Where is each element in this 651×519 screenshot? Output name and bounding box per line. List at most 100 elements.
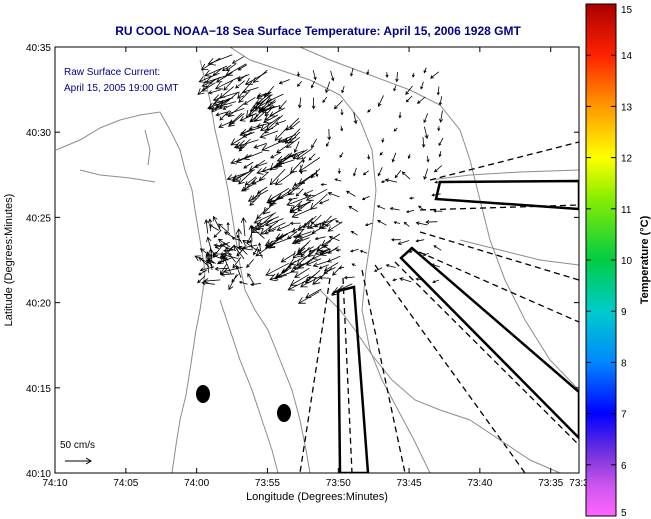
current-vector xyxy=(205,75,228,84)
current-vector xyxy=(438,137,444,147)
y-tick-label: 40:10 xyxy=(26,469,51,480)
current-vector xyxy=(235,228,242,249)
current-vector xyxy=(235,80,246,89)
current-vector xyxy=(204,65,228,77)
current-vector xyxy=(415,221,428,226)
x-axis: 74:10 74:05 74:00 73:55 73:50 73:45 73:40 73:35… xyxy=(42,47,589,489)
depth-contour-8 xyxy=(144,129,151,166)
current-vector xyxy=(377,167,383,177)
current-vector xyxy=(379,151,384,156)
current-vector xyxy=(197,79,215,96)
colorbar: 5 6 7 8 9 10 11 12 13 14 15 Temperature (°C) xyxy=(585,3,651,519)
x-tick-label: 73:55 xyxy=(255,478,280,489)
current-vector xyxy=(223,80,234,91)
current-vector xyxy=(218,257,233,264)
current-vector xyxy=(319,276,330,280)
current-vector xyxy=(235,264,242,278)
current-vector xyxy=(219,263,228,275)
current-vector xyxy=(330,70,335,82)
current-vector xyxy=(224,108,245,117)
current-vector xyxy=(261,139,285,152)
current-vector xyxy=(276,224,291,231)
current-vector xyxy=(291,174,314,190)
current-vector xyxy=(390,238,401,242)
current-vector xyxy=(250,282,262,287)
depth-contour-1 xyxy=(229,47,431,473)
current-vector xyxy=(222,248,234,253)
current-vector xyxy=(238,281,248,285)
current-vector xyxy=(326,141,330,147)
colorbar-tick-label: 12 xyxy=(621,154,633,165)
current-vector xyxy=(437,126,441,132)
current-vector xyxy=(237,74,247,82)
current-vector xyxy=(337,168,341,175)
current-vector xyxy=(212,92,238,102)
current-vector xyxy=(393,85,397,92)
current-vector xyxy=(249,159,266,171)
current-vector xyxy=(377,220,387,226)
current-vector xyxy=(391,152,397,163)
current-vector xyxy=(297,217,314,231)
current-vector xyxy=(238,169,254,185)
site-marker xyxy=(196,385,210,403)
current-vector xyxy=(283,137,297,143)
colorbar-tick-label: 9 xyxy=(621,307,627,318)
current-vector xyxy=(204,219,209,234)
survey-box-southeast xyxy=(399,246,579,440)
current-vector xyxy=(307,275,317,280)
current-vector xyxy=(389,207,400,211)
current-vector xyxy=(376,205,386,210)
current-vector xyxy=(285,136,300,148)
scale-label: 50 cm/s xyxy=(60,440,95,451)
depth-contour-7 xyxy=(219,299,279,473)
dashed-radial-line xyxy=(419,204,579,211)
current-vector xyxy=(219,86,234,99)
current-vector xyxy=(318,215,332,229)
current-vector xyxy=(212,215,222,232)
current-vector xyxy=(361,195,370,201)
current-vector xyxy=(302,215,317,229)
current-vector xyxy=(393,221,401,225)
current-vector xyxy=(313,220,326,228)
current-vector xyxy=(394,170,402,179)
current-vector xyxy=(286,230,298,240)
current-vector xyxy=(203,278,221,284)
current-vector xyxy=(364,222,373,227)
x-tick-label: 73:40 xyxy=(467,478,492,489)
current-vector xyxy=(227,113,245,127)
current-vector xyxy=(305,288,322,299)
current-vector xyxy=(380,180,386,183)
current-vector xyxy=(296,248,316,267)
depth-contour-3 xyxy=(319,289,561,473)
current-vector xyxy=(287,197,298,201)
current-vector xyxy=(415,239,425,243)
current-vector xyxy=(263,124,277,134)
current-vector xyxy=(433,165,443,173)
current-vector xyxy=(253,162,268,169)
current-vector xyxy=(228,252,237,263)
current-vector xyxy=(302,189,314,196)
current-vector xyxy=(322,96,328,103)
scale-arrow xyxy=(65,457,92,465)
current-vector xyxy=(341,85,345,94)
current-vector xyxy=(339,152,344,158)
current-vector xyxy=(228,274,237,291)
x-tick-label: 73:35 xyxy=(538,478,563,489)
colorbar-tick-label: 8 xyxy=(621,358,627,369)
current-vector xyxy=(327,191,340,198)
x-tick-label: 73:3 xyxy=(569,478,589,489)
current-vector xyxy=(308,153,316,161)
chart-title: RU COOL NOAA−18 Sea Surface Temperature:… xyxy=(115,24,521,38)
current-vector xyxy=(292,149,308,159)
y-axis-label: Latitude (Degrees:Minutes) xyxy=(3,194,15,327)
dashed-radial-line xyxy=(342,277,353,473)
current-vector xyxy=(398,112,402,119)
survey-box-east xyxy=(434,179,579,211)
y-axis: 40:10 40:15 40:20 40:25 40:30 40:35 xyxy=(26,43,579,480)
current-vector xyxy=(293,182,301,186)
current-vector xyxy=(334,178,342,182)
current-vector xyxy=(276,145,288,154)
current-vector xyxy=(225,63,236,72)
current-vector xyxy=(308,249,314,253)
current-vector xyxy=(318,264,329,270)
